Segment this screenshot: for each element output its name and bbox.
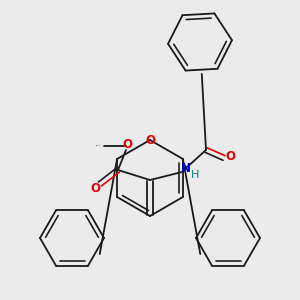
Text: O: O [122,137,132,151]
Text: N: N [181,163,191,176]
Text: methyl: methyl [96,145,101,146]
Text: O: O [90,182,100,196]
Text: O: O [225,149,235,163]
Text: O: O [145,134,155,146]
Text: H: H [191,170,199,180]
